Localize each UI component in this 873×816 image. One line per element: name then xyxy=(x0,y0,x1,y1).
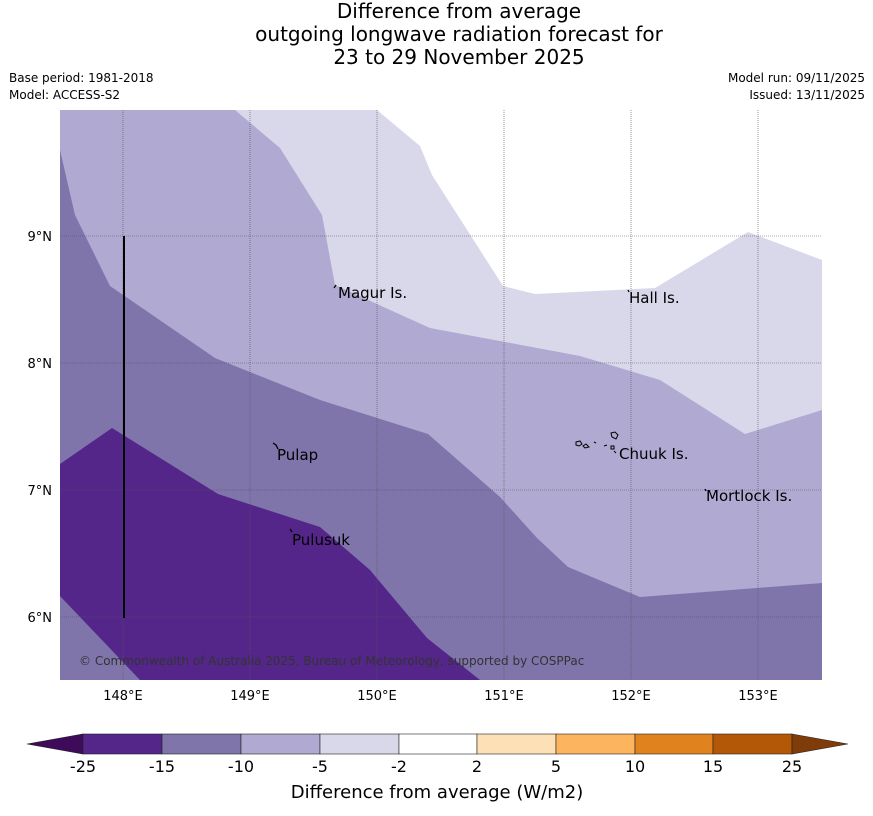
base-period: Base period: 1981-2018 xyxy=(9,71,154,85)
island-pulusuk-marker xyxy=(289,528,293,533)
colorbar-tick-label: -5 xyxy=(312,757,328,776)
place-label: Pulap xyxy=(277,446,318,464)
meta-left: Base period: 1981-2018 Model: ACCESS-S2 xyxy=(9,70,154,104)
colorbar-swatch xyxy=(634,733,714,755)
place-label: Magur Is. xyxy=(338,284,407,302)
colorbar-tick-label: -10 xyxy=(228,757,254,776)
model-name: Model: ACCESS-S2 xyxy=(9,88,121,102)
colorbar-swatch xyxy=(712,733,793,755)
lon-label: 149°E xyxy=(230,689,270,704)
colorbar-swatch xyxy=(476,733,557,755)
colorbar-swatch xyxy=(555,733,636,755)
colorbar-tick-label: 15 xyxy=(703,757,723,776)
place-label: Hall Is. xyxy=(629,289,680,307)
island-mortlock-marker xyxy=(704,488,707,492)
place-label: Mortlock Is. xyxy=(706,487,792,505)
colorbar-swatch xyxy=(398,733,478,755)
model-run: Model run: 09/11/2025 xyxy=(727,71,865,85)
title-line-1: Difference from average xyxy=(336,0,582,23)
colorbar-swatch xyxy=(319,733,400,755)
lon-label: 153°E xyxy=(738,689,778,704)
colorbar-tick-label: 2 xyxy=(472,757,482,776)
chart-title: Difference from average outgoing longwav… xyxy=(0,0,873,69)
place-label: Chuuk Is. xyxy=(619,445,688,463)
island-pulap-marker xyxy=(272,442,279,450)
island-markers xyxy=(272,284,707,533)
colorbar-swatch xyxy=(240,733,321,755)
colorbar-extend-low xyxy=(26,733,84,755)
colorbar-extend-high xyxy=(791,733,849,755)
band-minus2-plus2 xyxy=(377,110,822,294)
lon-label: 151°E xyxy=(484,689,524,704)
copyright-notice: © Commonwealth of Australia 2025, Bureau… xyxy=(79,654,584,668)
title-line-3: 23 to 29 November 2025 xyxy=(333,45,585,69)
colorbar-swatch xyxy=(161,733,242,755)
lat-label: 9°N xyxy=(28,230,53,245)
colorbar-tick-label: 25 xyxy=(782,757,802,776)
island-magur-marker xyxy=(333,284,337,289)
title-line-2: outgoing longwave radiation forecast for xyxy=(255,22,663,46)
lat-label: 7°N xyxy=(28,484,53,499)
colorbar-ticks: -25 -15 -10 -5 -2 2 5 10 15 25 xyxy=(70,757,802,776)
map-area: Magur Is. Hall Is. Pulap Chuuk Is. Mortl… xyxy=(60,110,822,680)
colorbar xyxy=(26,733,849,755)
chuuk-lagoon-islands xyxy=(575,431,619,454)
lon-label: 152°E xyxy=(611,689,651,704)
lat-label: 6°N xyxy=(28,611,53,626)
lat-label: 8°N xyxy=(28,357,53,372)
island-hall-marker xyxy=(627,289,630,293)
colorbar-tick-label: -15 xyxy=(149,757,175,776)
colorbar-title: Difference from average (W/m2) xyxy=(291,782,583,803)
lon-label: 150°E xyxy=(357,689,397,704)
place-label: Pulusuk xyxy=(292,531,350,549)
lon-label: 148°E xyxy=(103,689,143,704)
colorbar-tick-label: -2 xyxy=(391,757,407,776)
colorbar-tick-label: -25 xyxy=(70,757,96,776)
colorbar-swatch xyxy=(82,733,163,755)
colorbar-tick-label: 10 xyxy=(625,757,645,776)
colorbar-tick-label: 5 xyxy=(551,757,561,776)
issued-date: Issued: 13/11/2025 xyxy=(749,88,865,102)
meta-right: Model run: 09/11/2025 Issued: 13/11/2025 xyxy=(728,70,865,104)
